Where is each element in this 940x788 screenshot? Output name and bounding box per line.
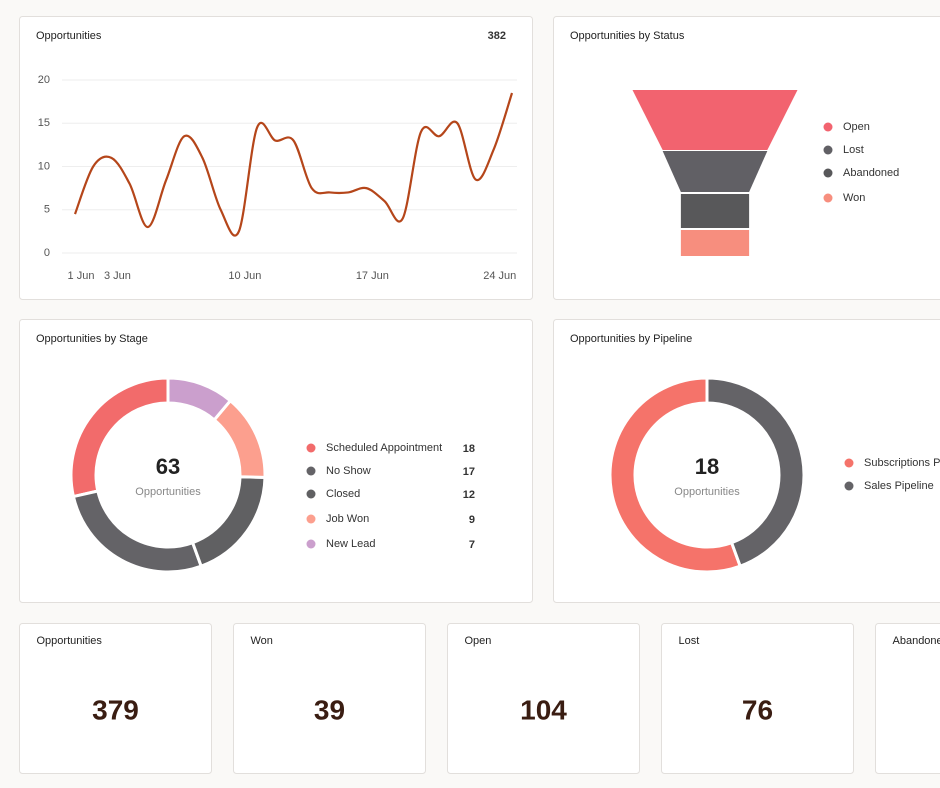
legend-label: Sales Pipeline: [864, 480, 934, 492]
legend-dot: [823, 145, 833, 155]
legend-label: New Lead: [326, 538, 376, 550]
kpi-value: 76: [742, 694, 773, 725]
kpi-value: 379: [92, 694, 139, 725]
line-panel: [19, 16, 533, 300]
legend-dot: [306, 539, 316, 549]
donut-segment: [705, 376, 806, 569]
legend-label: No Show: [326, 465, 371, 477]
kpi-title: Abandoned: [893, 635, 940, 647]
funnel-segment: [680, 194, 750, 228]
center-label: Opportunities: [135, 486, 201, 498]
legend-dot: [823, 122, 833, 132]
center-label: Opportunities: [674, 486, 740, 498]
kpi-title: Open: [465, 635, 492, 647]
x-tick-label: 24 Jun: [483, 270, 516, 282]
legend-label: Job Won: [326, 513, 369, 525]
panel-title: Opportunities: [36, 30, 102, 42]
legend-dot: [306, 443, 316, 453]
panel-title: Opportunities by Stage: [36, 333, 148, 345]
legend-dot: [306, 466, 316, 476]
x-tick-label: 17 Jun: [356, 270, 389, 282]
legend-value: 18: [463, 443, 475, 455]
kpi-card: [661, 623, 854, 774]
legend-dot: [844, 481, 854, 491]
funnel-segment: [632, 90, 798, 150]
legend-label: Won: [843, 192, 865, 204]
kpi-card: [233, 623, 426, 774]
legend-dot: [306, 489, 316, 499]
kpi-card: [19, 623, 212, 774]
y-tick-label: 10: [38, 160, 50, 172]
x-tick-label: 1 Jun: [68, 270, 95, 282]
y-tick-label: 0: [44, 247, 50, 259]
panel-title: Opportunities by Pipeline: [570, 333, 692, 345]
kpi-card: [875, 623, 940, 774]
funnel-segment: [662, 151, 768, 192]
legend-dot: [844, 458, 854, 468]
legend-value: 9: [469, 514, 475, 526]
legend-label: Subscriptions Pipeline: [864, 457, 940, 469]
kpi-value: 39: [314, 694, 345, 725]
legend-dot: [823, 168, 833, 178]
kpi-title: Opportunities: [37, 635, 103, 647]
donut-segment: [190, 475, 267, 569]
total: 382: [488, 30, 506, 42]
y-tick-label: 20: [38, 74, 50, 86]
kpi-value: 104: [520, 694, 567, 725]
legend-label: Abandoned: [843, 167, 899, 179]
kpi-title: Lost: [679, 635, 700, 647]
legend-label: Open: [843, 121, 870, 133]
legend-label: Lost: [843, 144, 864, 156]
legend-label: Closed: [326, 488, 360, 500]
center-value: 63: [156, 454, 180, 479]
y-tick-label: 5: [44, 204, 50, 216]
donut-segment: [166, 376, 233, 422]
x-tick-label: 10 Jun: [228, 270, 261, 282]
legend-value: 12: [463, 489, 475, 501]
kpi-title: Won: [251, 635, 273, 647]
donut-segment: [608, 376, 743, 574]
line: [73, 92, 514, 237]
y-tick-label: 15: [38, 117, 50, 129]
center-value: 18: [695, 454, 719, 479]
legend-value: 7: [469, 539, 475, 551]
legend-dot: [306, 514, 316, 524]
donut-segment: [212, 398, 267, 479]
x-tick-label: 3 Jun: [104, 270, 131, 282]
funnel-segment: [680, 230, 750, 256]
donut-segment: [71, 489, 204, 574]
panel-title: Opportunities by Status: [570, 30, 685, 42]
legend-value: 17: [463, 466, 475, 478]
legend-dot: [823, 193, 833, 203]
legend-label: Scheduled Appointment: [326, 442, 442, 454]
kpi-card: [447, 623, 640, 774]
